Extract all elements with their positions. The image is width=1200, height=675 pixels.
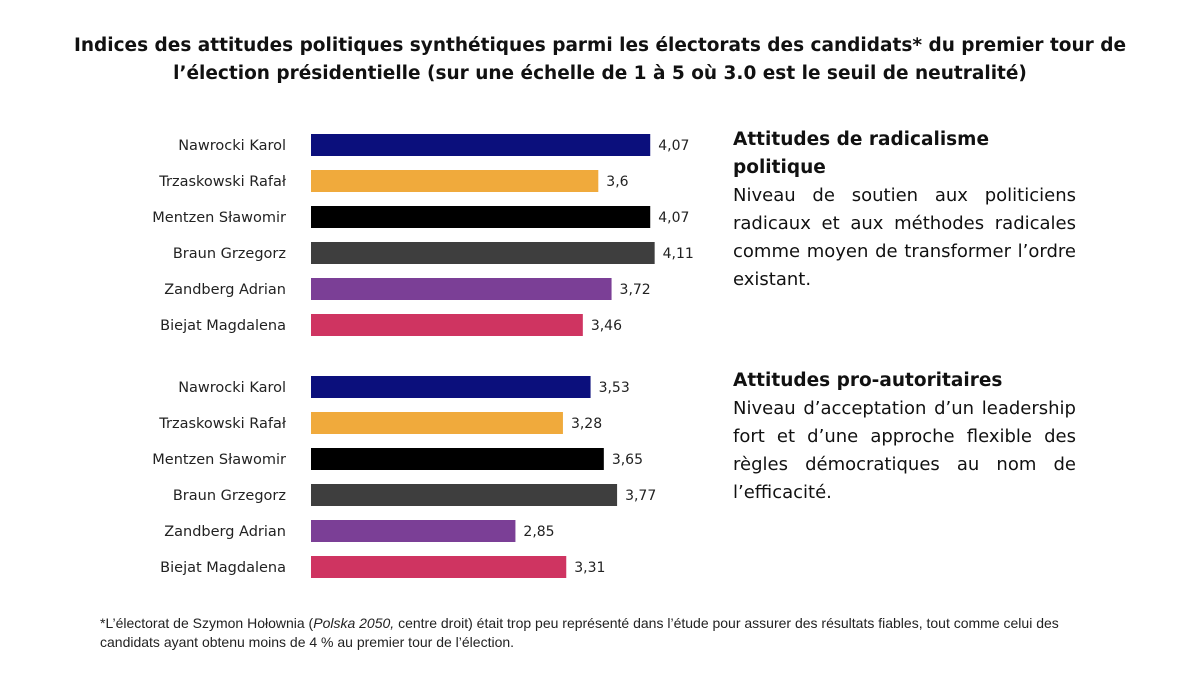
bar	[311, 206, 651, 228]
authoritarian-heading: Attitudes pro-autoritaires	[733, 370, 1003, 391]
value-label: 3,72	[620, 282, 651, 298]
category-label: Zandberg Adrian	[164, 524, 286, 540]
radicalism-heading: Attitudes de radicalisme politique	[733, 129, 989, 178]
category-label: Mentzen Sławomir	[152, 452, 286, 468]
bar	[311, 242, 655, 264]
radicalism-chart: Nawrocki Karol 4,07 Trzaskowski Rafał 3,6 Me…	[152, 134, 694, 336]
bar	[311, 520, 516, 542]
category-label: Trzaskowski Rafał	[158, 174, 287, 190]
value-label: 4,07	[658, 210, 689, 226]
value-label: 3,31	[574, 560, 605, 576]
bar	[311, 556, 567, 578]
authoritarian-panel: Attitudes pro-autoritaires Niveau d’acce…	[733, 367, 1076, 507]
category-label: Trzaskowski Rafał	[158, 416, 287, 432]
value-label: 3,28	[571, 416, 602, 432]
radicalism-panel: Attitudes de radicalisme politique Nivea…	[733, 126, 1076, 294]
authoritarian-description: Niveau d’acceptation d’un leadership for…	[733, 398, 1076, 503]
value-label: 3,77	[625, 488, 656, 504]
bar	[311, 412, 563, 434]
footnote-prefix: *L’électorat de Szymon Hołownia (	[100, 615, 314, 631]
bar	[311, 484, 618, 506]
bar	[311, 314, 583, 336]
value-label: 3,6	[606, 174, 628, 190]
bar	[311, 134, 651, 156]
authoritarian-chart: Nawrocki Karol 3,53 Trzaskowski Rafał 3,28 M…	[152, 376, 656, 578]
value-label: 2,85	[523, 524, 554, 540]
category-label: Braun Grzegorz	[173, 488, 286, 504]
bar	[311, 170, 599, 192]
category-label: Mentzen Sławomir	[152, 210, 286, 226]
value-label: 3,53	[599, 380, 630, 396]
footnote-suffix: centre droit) était trop peu représenté …	[100, 615, 1059, 650]
category-label: Biejat Magdalena	[160, 560, 286, 576]
category-label: Braun Grzegorz	[173, 246, 286, 262]
bar	[311, 278, 612, 300]
value-label: 3,46	[591, 318, 622, 334]
value-label: 4,11	[663, 246, 694, 262]
category-label: Nawrocki Karol	[178, 380, 286, 396]
footnote: *L’électorat de Szymon Hołownia (Polska …	[100, 614, 1102, 652]
footnote-italic: Polska 2050,	[313, 615, 395, 631]
category-label: Nawrocki Karol	[178, 138, 286, 154]
value-label: 3,65	[612, 452, 643, 468]
chart-title: Indices des attitudes politiques synthét…	[73, 35, 1127, 84]
bar	[311, 448, 604, 470]
bar	[311, 376, 591, 398]
radicalism-description: Niveau de soutien aux politiciens radica…	[733, 185, 1076, 290]
category-label: Zandberg Adrian	[164, 282, 286, 298]
category-label: Biejat Magdalena	[160, 318, 286, 334]
value-label: 4,07	[658, 138, 689, 154]
